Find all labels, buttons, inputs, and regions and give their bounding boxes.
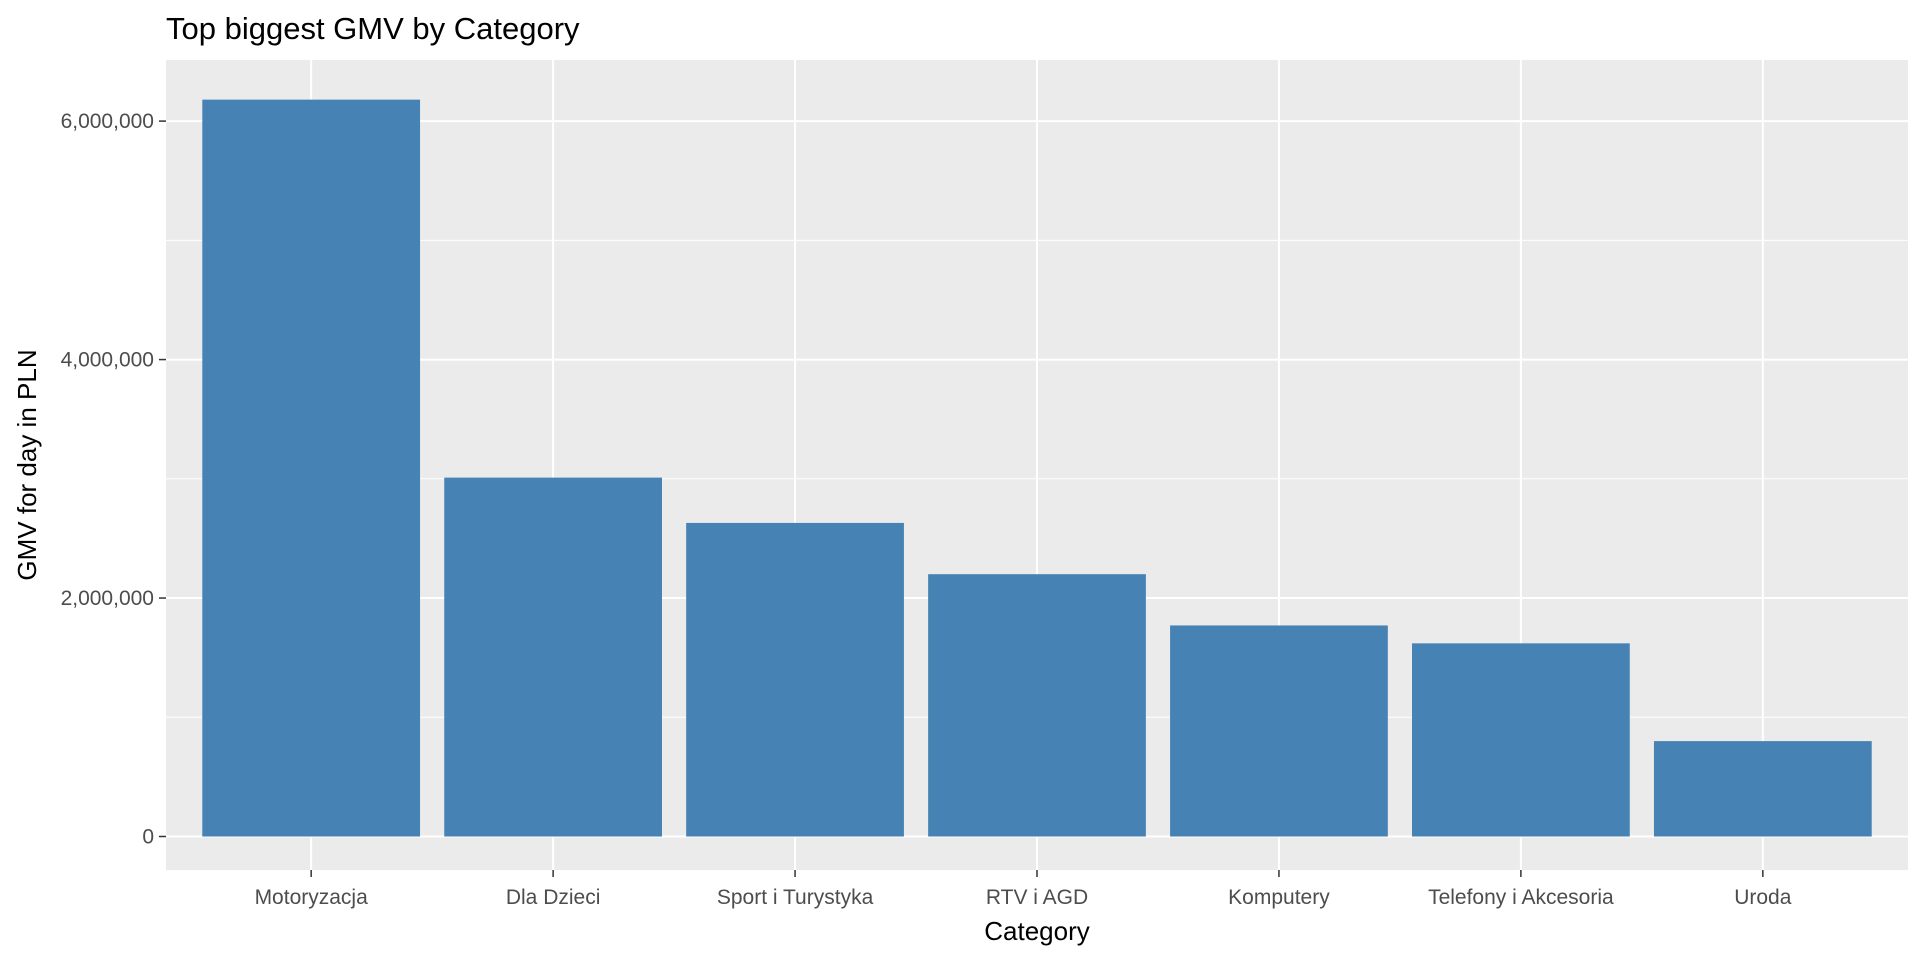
x-tick-label: Telefony i Akcesoria xyxy=(1428,886,1614,909)
bar-telefony-i-akcesoria xyxy=(1412,643,1630,837)
y-tick-label: 2,000,000 xyxy=(61,587,154,610)
x-tick-label: Motoryzacja xyxy=(255,886,369,909)
chart-title: Top biggest GMV by Category xyxy=(166,11,580,46)
bar-motoryzacja xyxy=(202,99,421,837)
y-tick-label: 4,000,000 xyxy=(61,349,154,372)
x-tick-label: Sport i Turystyka xyxy=(717,886,874,909)
x-tick-label: Komputery xyxy=(1228,886,1330,909)
x-tick-label: RTV i AGD xyxy=(986,886,1088,909)
y-tick-label: 6,000,000 xyxy=(61,110,154,133)
x-axis: Motoryzacja Dla Dzieci Sport i Turystyka RT… xyxy=(255,870,1792,909)
bar-komputery xyxy=(1170,625,1388,837)
bar-dla-dzieci xyxy=(444,477,662,837)
y-axis: 0 2,000,000 4,000,000 6,000,000 xyxy=(61,110,166,849)
x-tick-label: Uroda xyxy=(1734,886,1792,909)
bar-rtv-i-agd xyxy=(928,574,1146,837)
bar-uroda xyxy=(1653,741,1872,837)
x-tick-label: Dla Dzieci xyxy=(506,886,601,909)
y-tick-label: 0 xyxy=(142,826,154,849)
bar-sport-i-turystyka xyxy=(686,522,904,837)
bars-group xyxy=(202,99,1872,837)
y-axis-title: GMV for day in PLN xyxy=(12,349,42,580)
x-axis-title: Category xyxy=(984,916,1090,946)
